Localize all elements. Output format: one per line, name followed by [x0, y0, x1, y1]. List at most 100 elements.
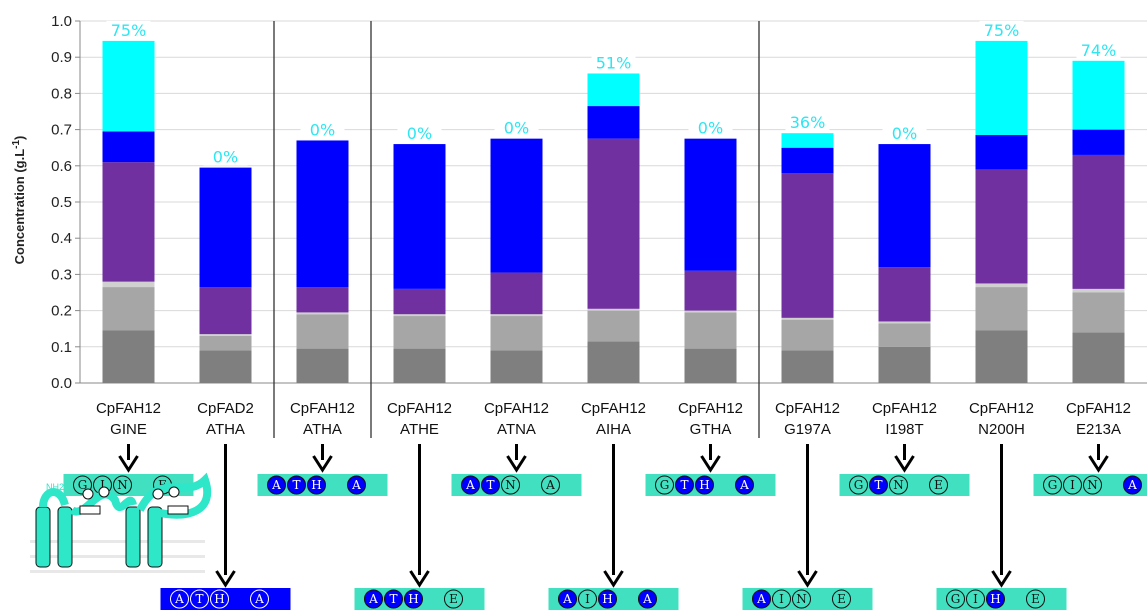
- percent-label: 0%: [892, 124, 917, 143]
- residue-circle: [210, 589, 229, 609]
- y-tick-label: 0.7: [51, 122, 72, 139]
- category-label: CpFAH12: [775, 400, 840, 417]
- residue-letter: T: [292, 478, 300, 492]
- bar-segment: [878, 321, 931, 324]
- residue-circle: [598, 589, 617, 609]
- residue-circle: [946, 589, 965, 609]
- category-label: GINE: [110, 421, 147, 438]
- down-arrow-head: [1088, 455, 1109, 473]
- bar-segment: [1072, 288, 1125, 293]
- residue-letter: E: [934, 478, 943, 492]
- residue-circle: [966, 589, 985, 609]
- bar-segment: [684, 310, 737, 313]
- residue-letter: G: [951, 592, 961, 606]
- bar-segment: [490, 138, 543, 273]
- bar-segment: [490, 272, 543, 315]
- bar-segment: [781, 147, 834, 174]
- residue-letter: A: [271, 478, 281, 492]
- residue-letter: I: [585, 592, 590, 606]
- bar-segment: [781, 173, 834, 318]
- residue-letter: A: [756, 592, 766, 606]
- percent-labels: 75% 0% 0% 0% 0% 51% 0% 36% 0% 75% 74%: [106, 20, 1121, 167]
- bar-segment: [878, 323, 931, 347]
- residue-letter: I: [779, 592, 784, 606]
- residue-circle: [444, 589, 463, 609]
- bar-segment: [975, 40, 1028, 136]
- percent-label-bg: [785, 113, 830, 132]
- y-tick-label: 0.6: [51, 158, 72, 175]
- helix-4: [147, 506, 163, 568]
- nh2-label: NH2: [46, 482, 64, 492]
- residue-letter: G: [660, 478, 670, 492]
- residue-letter: N: [505, 478, 516, 492]
- residue-letter: T: [195, 592, 203, 606]
- bar-segment: [878, 346, 931, 383]
- bar-segment: [490, 314, 543, 317]
- bar-segment: [102, 330, 155, 383]
- percent-label-bg: [688, 118, 733, 137]
- residue-circle: [1043, 475, 1062, 495]
- residue-circle: [501, 475, 520, 495]
- category-label: ATHA: [206, 421, 245, 438]
- y-axis: 0.0 0.1 0.2 0.3 0.4 0.5 0.6 0.7 0.8 0.9 1.0: [51, 13, 1147, 392]
- residue-letter: I: [973, 592, 978, 606]
- category-label: G197A: [784, 421, 831, 438]
- membrane-line: [30, 540, 205, 543]
- residue-circle: [1123, 475, 1142, 495]
- residue-letter: E: [449, 592, 458, 606]
- bar-segment: [393, 316, 446, 349]
- bar-segment: [102, 40, 155, 132]
- residue-letter: A: [465, 478, 475, 492]
- bar-segment: [1072, 332, 1125, 383]
- bar-segment: [490, 350, 543, 383]
- residue-circle: [461, 475, 480, 495]
- residue-letter: H: [699, 478, 709, 492]
- his-icon: [82, 488, 94, 500]
- percent-label-bg: [203, 147, 248, 166]
- bar-segment: [684, 312, 737, 349]
- group-dividers: [273, 21, 760, 438]
- bar-segment: [587, 73, 640, 107]
- residue-letter: T: [680, 478, 688, 492]
- residue-letter: N: [1087, 478, 1098, 492]
- percent-label-bg: [300, 120, 345, 139]
- residue-letter: A: [351, 478, 361, 492]
- bar-segment: [199, 334, 252, 336]
- residue-circle: [655, 475, 674, 495]
- his-icon: [98, 486, 110, 498]
- residue-circle: [849, 475, 868, 495]
- bar-segment: [1072, 129, 1125, 155]
- percent-label: 0%: [504, 119, 529, 138]
- category-label: CpFAH12: [96, 400, 161, 417]
- residue-letter: G: [854, 478, 864, 492]
- motif-box: [1033, 474, 1147, 496]
- percent-label: 74%: [1081, 41, 1117, 60]
- category-label: CpFAH12: [872, 400, 937, 417]
- category-label: ATHE: [400, 421, 439, 438]
- percent-label: 75%: [111, 21, 147, 40]
- residue-circle: [832, 589, 851, 609]
- bar-segment: [781, 133, 834, 148]
- bar-segment: [975, 287, 1028, 331]
- bar-segment: [781, 317, 834, 320]
- residue-circle: [752, 589, 771, 609]
- residue-circle: [869, 475, 888, 495]
- residue-circle: [638, 589, 657, 609]
- percent-label-bg: [106, 20, 151, 39]
- membrane-line: [30, 555, 205, 558]
- percent-label: 0%: [407, 124, 432, 143]
- residue-circle: [889, 475, 908, 495]
- y-tick-label: 0.4: [51, 230, 72, 247]
- residue-letter: H: [990, 592, 1000, 606]
- bar-segment: [975, 169, 1028, 284]
- his-icon: [168, 486, 180, 498]
- percent-label: 0%: [698, 119, 723, 138]
- residue-circle: [578, 589, 597, 609]
- residue-letter: H: [311, 478, 321, 492]
- category-label: N200H: [978, 421, 1025, 438]
- residue-circle: [792, 589, 811, 609]
- bar-segment: [878, 144, 931, 268]
- y-tick-label: 0.3: [51, 266, 72, 283]
- residue-circle: [190, 589, 209, 609]
